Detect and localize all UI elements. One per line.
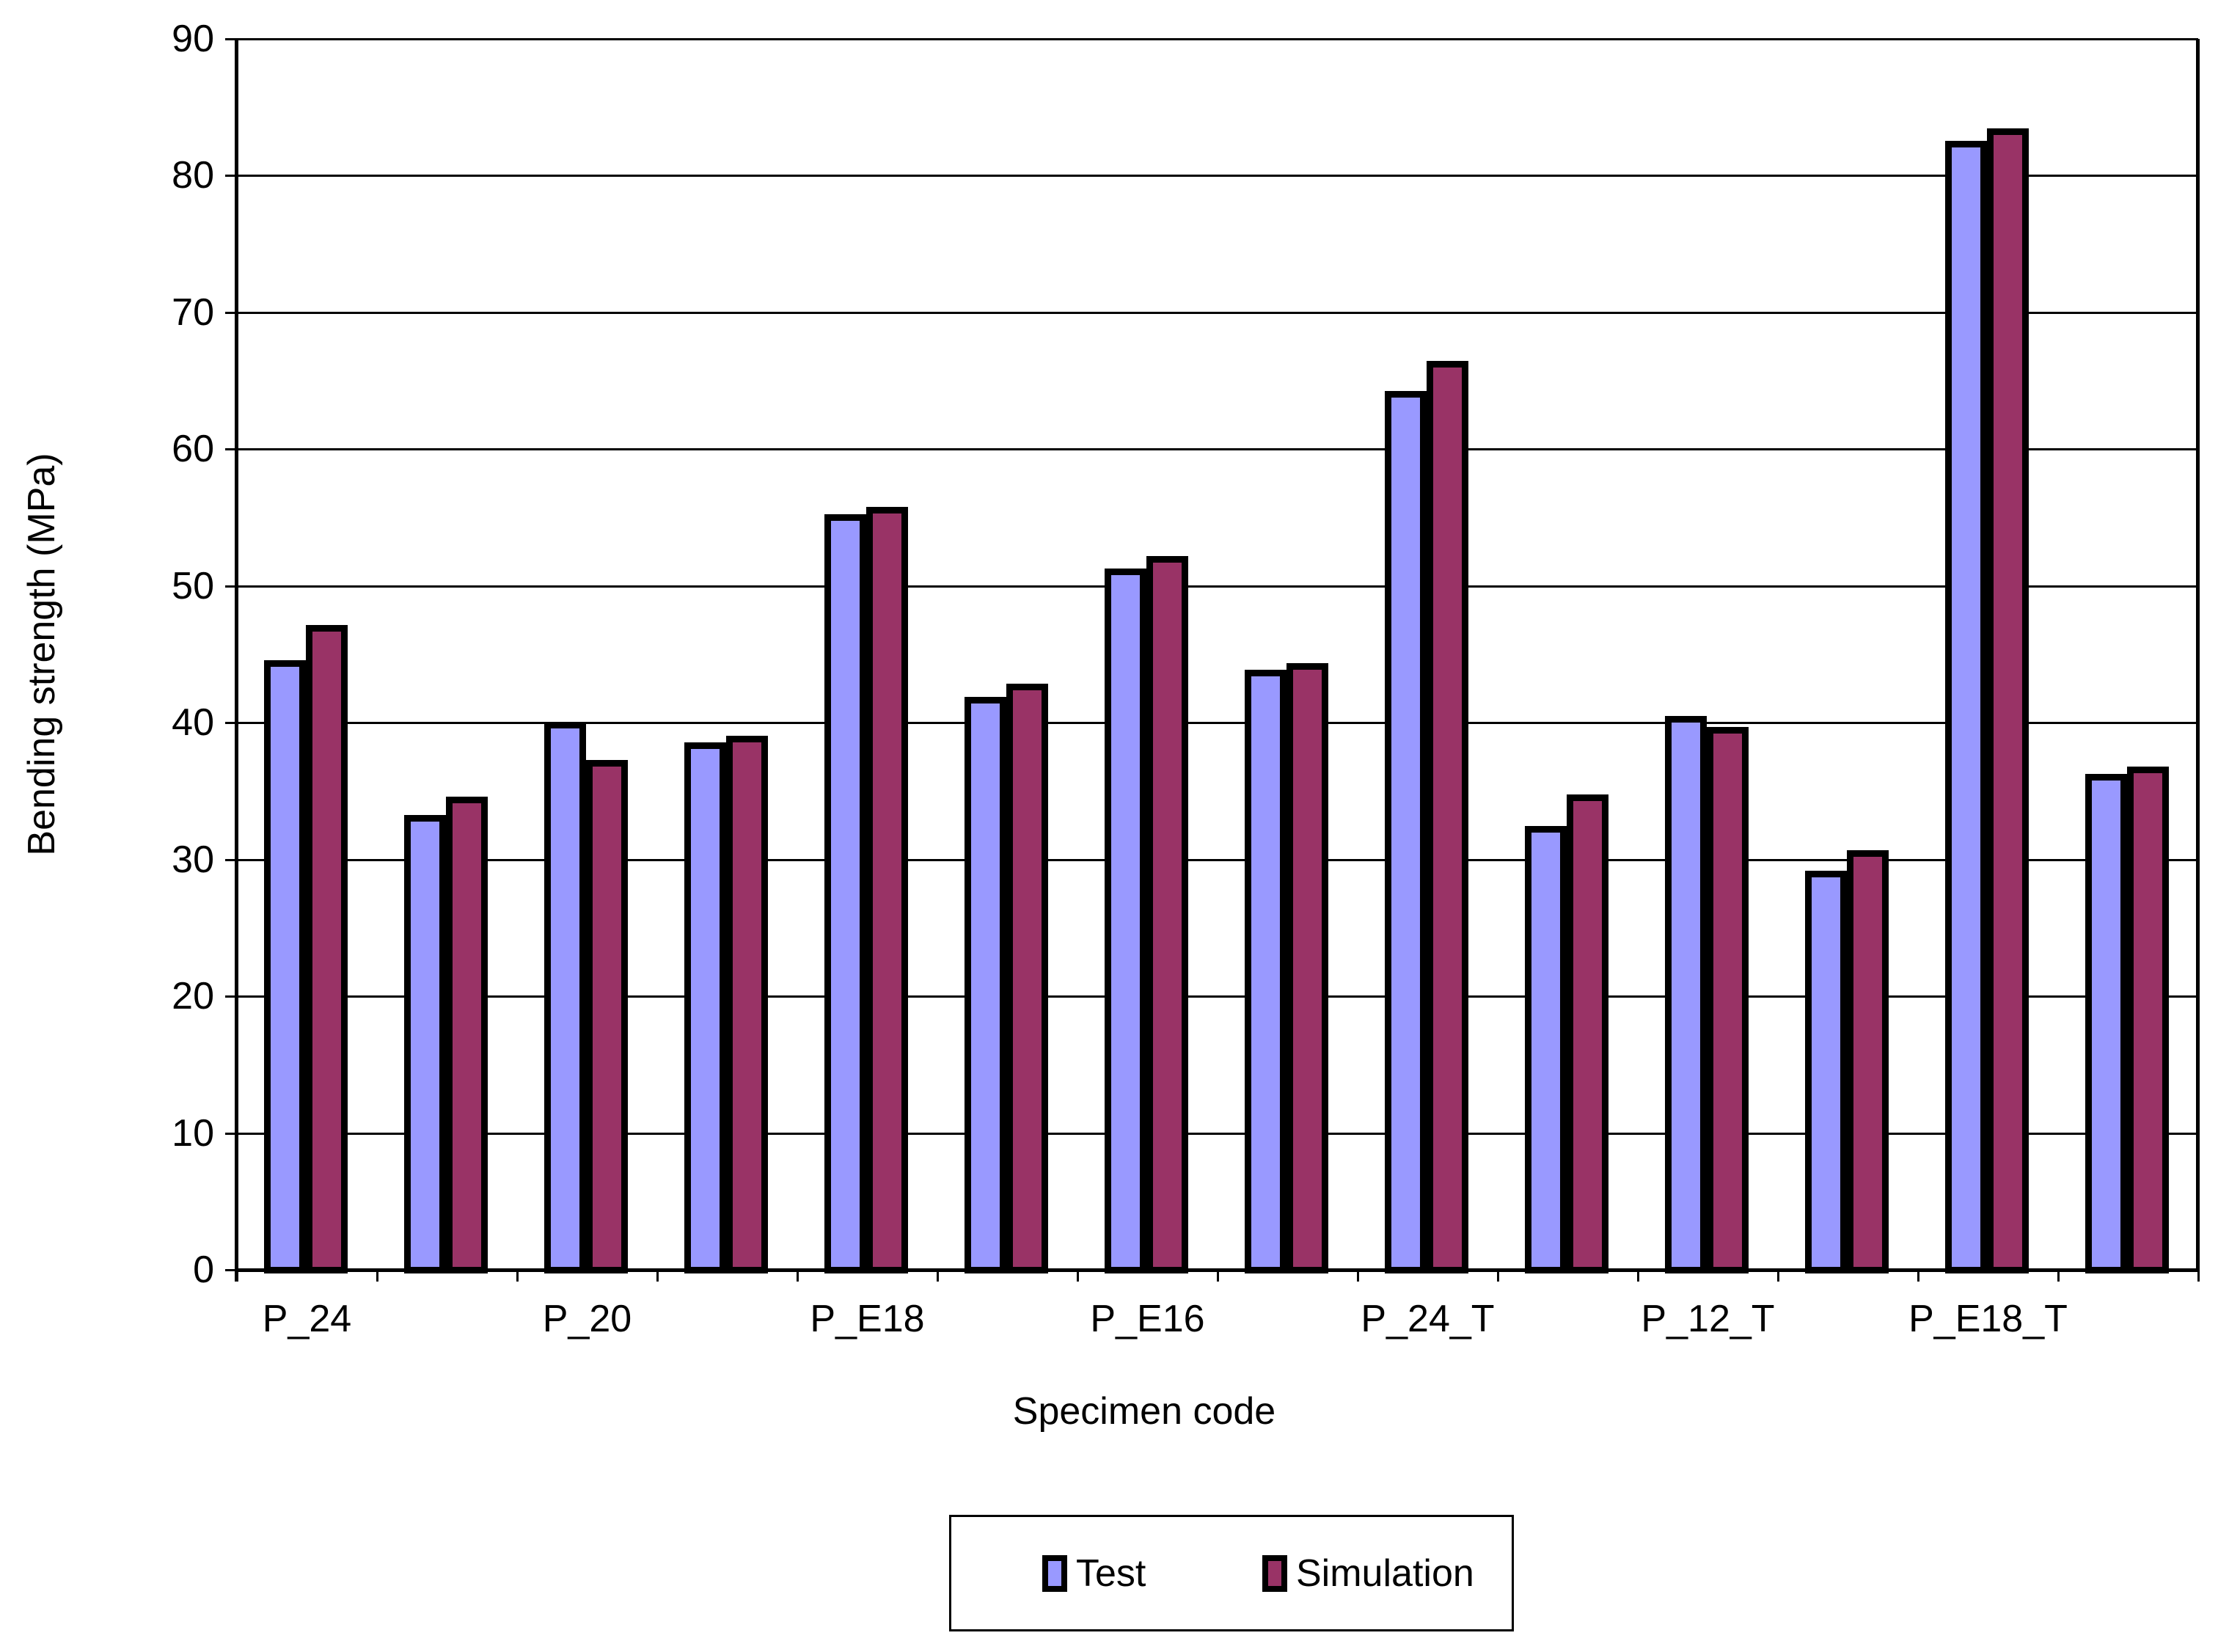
y-tick-label: 70: [172, 290, 214, 334]
y-tick-label: 10: [172, 1111, 214, 1155]
bar-simulation-7: [1146, 556, 1188, 1273]
x-category-label: P_E18: [810, 1298, 925, 1340]
x-axis-line: [237, 1268, 2198, 1272]
legend-swatch-simulation: [1262, 1554, 1287, 1592]
bar-test-1: [264, 660, 306, 1273]
y-tick-mark: [225, 38, 237, 40]
legend-swatch-test: [1042, 1554, 1067, 1592]
x-tick-mark: [2197, 1270, 2200, 1282]
bar-simulation-10: [1567, 794, 1608, 1273]
y-tick-label: 50: [172, 564, 214, 607]
bar-simulation-14: [2127, 767, 2169, 1273]
bar-test-6: [965, 697, 1006, 1273]
x-tick-mark: [1777, 1270, 1779, 1282]
bar-test-2: [404, 815, 446, 1273]
x-tick-mark: [516, 1270, 519, 1282]
gridline-30: [237, 858, 2198, 861]
x-tick-mark: [1637, 1270, 1639, 1282]
y-tick-mark: [225, 311, 237, 314]
bar-test-14: [2085, 774, 2127, 1273]
y-tick-mark: [225, 585, 237, 588]
gridline-70: [237, 311, 2198, 314]
bar-simulation-3: [586, 760, 628, 1273]
bar-test-10: [1525, 826, 1567, 1273]
plot-right-border: [2196, 39, 2200, 1270]
bar-test-13: [1945, 141, 1987, 1273]
x-tick-mark: [1497, 1270, 1499, 1282]
gridline-50: [237, 585, 2198, 588]
y-axis-title: Bending strength (MPa): [21, 453, 63, 856]
legend-entry-test: Test: [1042, 1517, 1146, 1629]
bar-test-9: [1385, 391, 1427, 1273]
y-tick-label: 90: [172, 18, 214, 60]
x-tick-mark: [797, 1270, 799, 1282]
x-tick-mark: [1917, 1270, 1919, 1282]
y-tick-mark: [225, 1269, 237, 1271]
bar-test-11: [1665, 716, 1707, 1273]
x-category-label: P_E18_T: [1908, 1298, 2068, 1340]
bar-simulation-5: [866, 507, 908, 1273]
y-tick-label: 20: [172, 975, 214, 1018]
bar-test-3: [544, 722, 586, 1273]
gridline-20: [237, 995, 2198, 998]
gridline-80: [237, 175, 2198, 178]
x-category-label: P_E16: [1090, 1298, 1205, 1340]
bar-simulation-11: [1707, 727, 1749, 1273]
legend: Test Simulation: [949, 1515, 1514, 1631]
y-tick-label: 80: [172, 154, 214, 197]
bar-simulation-4: [726, 736, 768, 1273]
gridline-40: [237, 722, 2198, 725]
y-tick-label: 0: [193, 1249, 214, 1291]
bar-simulation-2: [446, 797, 488, 1273]
x-category-label: P_12_T: [1641, 1298, 1775, 1340]
bar-test-8: [1245, 670, 1286, 1273]
bar-simulation-1: [306, 625, 348, 1273]
y-tick-mark: [225, 175, 237, 178]
y-tick-mark: [225, 722, 237, 725]
bar-simulation-6: [1006, 684, 1048, 1273]
gridline-90: [237, 38, 2198, 40]
x-tick-mark: [376, 1270, 378, 1282]
gridline-60: [237, 448, 2198, 451]
bar-test-7: [1105, 569, 1146, 1273]
x-tick-mark: [1077, 1270, 1079, 1282]
x-tick-mark: [656, 1270, 659, 1282]
x-tick-mark: [937, 1270, 939, 1282]
x-category-label: P_24_T: [1361, 1298, 1495, 1340]
bar-simulation-12: [1847, 850, 1889, 1273]
y-tick-mark: [225, 1132, 237, 1135]
y-tick-label: 60: [172, 428, 214, 471]
x-tick-mark: [2057, 1270, 2060, 1282]
legend-label: Test: [1076, 1552, 1146, 1595]
y-tick-label: 30: [172, 838, 214, 881]
y-tick-mark: [225, 448, 237, 451]
bar-simulation-9: [1427, 361, 1468, 1273]
bar-test-4: [684, 742, 726, 1273]
x-category-label: P_20: [542, 1298, 632, 1340]
y-axis-line: [235, 39, 238, 1282]
y-tick-mark: [225, 858, 237, 861]
legend-entry-simulation: Simulation: [1262, 1517, 1474, 1629]
bar-test-5: [824, 514, 866, 1273]
bar-test-12: [1805, 871, 1847, 1273]
legend-label: Simulation: [1296, 1552, 1474, 1595]
x-category-label: P_24: [262, 1298, 352, 1340]
bar-simulation-13: [1987, 128, 2029, 1273]
x-tick-mark: [1357, 1270, 1359, 1282]
gridline-10: [237, 1132, 2198, 1135]
x-tick-mark: [1217, 1270, 1219, 1282]
x-axis-title: Specimen code: [1012, 1390, 1276, 1433]
y-tick-label: 40: [172, 701, 214, 745]
y-tick-mark: [225, 995, 237, 998]
bar-simulation-8: [1286, 663, 1328, 1273]
